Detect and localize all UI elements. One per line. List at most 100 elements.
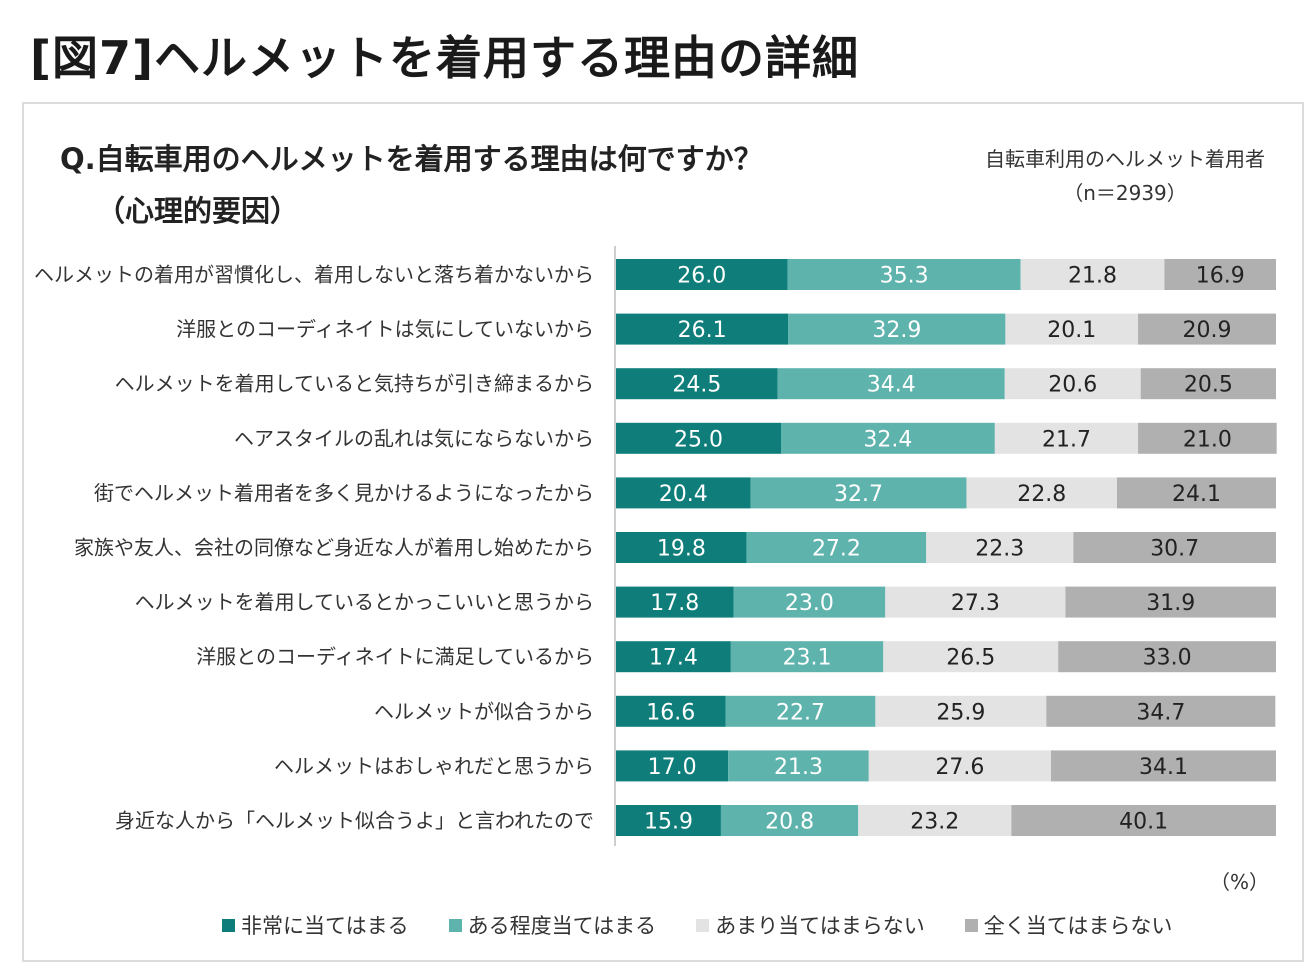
- data-label: 21.7: [1042, 427, 1091, 452]
- data-label: 15.9: [644, 810, 693, 835]
- legend-label: ある程度当てはまる: [467, 914, 657, 938]
- data-label: 24.1: [1172, 482, 1221, 507]
- bar-segment: [616, 477, 751, 509]
- category-label: ヘルメットを着用していると気持ちが引き締まるから: [115, 372, 594, 396]
- bar-segment: [1004, 368, 1141, 400]
- data-label: 32.7: [834, 482, 883, 507]
- data-label: 34.7: [1136, 700, 1185, 725]
- bar-segment: [750, 477, 967, 509]
- data-label: 20.1: [1047, 318, 1096, 343]
- bar-segment: [1020, 259, 1165, 290]
- chart-legend: 非常に当てはまる ある程度当てはまる あまり当てはまらない 全く当てはまらない: [222, 910, 1172, 940]
- bar-segment: [616, 532, 747, 563]
- data-label: 26.5: [946, 646, 995, 671]
- legend-swatch: [448, 918, 462, 932]
- bar-segment: [720, 805, 859, 836]
- legend-label: 非常に当てはまる: [241, 914, 409, 938]
- bar-segment: [616, 368, 778, 400]
- legend-item: 非常に当てはまる: [222, 910, 409, 940]
- category-label: 家族や友人、会社の同僚など身近な人が着用し始めたから: [74, 536, 594, 560]
- data-label: 27.2: [812, 537, 861, 562]
- data-label: 20.6: [1048, 373, 1097, 398]
- category-label: 洋服とのコーディネイトは気にしていないから: [176, 317, 594, 341]
- data-label: 22.8: [1017, 482, 1066, 507]
- bar-segment: [616, 422, 781, 454]
- bar-segment: [875, 695, 1047, 727]
- legend-item: あまり当てはまらない: [696, 910, 925, 940]
- bar-segment: [1116, 477, 1276, 509]
- bar-segment: [616, 805, 721, 836]
- question-text: Q.自転車用のヘルメットを着用する理由は何ですか？: [60, 142, 763, 176]
- bar-segment: [1005, 313, 1139, 345]
- bar-segment: [730, 641, 884, 673]
- bar-segment: [926, 532, 1074, 563]
- category-label: 街でヘルメット着用者を多く見かけるようになったから: [94, 481, 594, 505]
- category-label: 洋服とのコーディネイトに満足しているから: [196, 645, 594, 669]
- data-label: 16.9: [1196, 264, 1245, 289]
- data-label: 27.3: [951, 591, 1000, 616]
- bar-segment: [616, 750, 729, 782]
- data-label: 30.7: [1150, 537, 1199, 562]
- data-label: 20.4: [659, 482, 708, 507]
- bar-segment: [616, 259, 788, 290]
- data-label: 16.6: [646, 700, 695, 725]
- bar-segment: [1046, 695, 1276, 727]
- legend-label: あまり当てはまらない: [715, 914, 925, 938]
- data-label: 17.8: [650, 591, 699, 616]
- unit-label: （%）: [1210, 870, 1270, 894]
- bar-segment: [858, 805, 1012, 836]
- bar-segment: [994, 422, 1139, 454]
- bar-segment: [733, 586, 886, 618]
- bar-segment: [787, 259, 1021, 290]
- data-label: 25.0: [674, 427, 723, 452]
- data-label: 21.3: [774, 755, 823, 780]
- bar-segment: [868, 750, 1051, 782]
- legend-swatch: [964, 918, 978, 932]
- data-label: 25.9: [936, 700, 985, 725]
- data-label: 22.3: [975, 537, 1024, 562]
- data-label: 17.4: [649, 646, 698, 671]
- legend-item: ある程度当てはまる: [448, 910, 657, 940]
- data-label: 33.0: [1143, 646, 1192, 671]
- legend-swatch: [696, 918, 710, 932]
- data-label: 23.2: [910, 810, 959, 835]
- question-subtext: （心理的要因）: [96, 194, 300, 228]
- data-label: 32.4: [863, 427, 912, 452]
- bar-segment: [616, 313, 789, 345]
- bar-segment: [1058, 641, 1276, 673]
- data-label: 20.8: [765, 810, 814, 835]
- category-label: ヘルメットはおしゃれだと思うから: [274, 754, 594, 778]
- bar-segment: [781, 422, 995, 454]
- data-label: 34.1: [1139, 755, 1188, 780]
- data-label: 20.5: [1184, 373, 1233, 398]
- category-label: ヘアスタイルの乱れは気にならないから: [234, 426, 594, 450]
- bar-segment: [1065, 586, 1276, 618]
- data-label: 17.0: [648, 755, 697, 780]
- category-label: ヘルメットを着用しているとかっこいいと思うから: [135, 590, 594, 614]
- bar-segment: [1073, 532, 1276, 563]
- bar-segment: [777, 368, 1005, 400]
- bar-segment: [883, 641, 1059, 673]
- bar-segment: [616, 586, 734, 618]
- figure-title: [図7]ヘルメットを着用する理由の詳細: [30, 31, 860, 85]
- data-label: 40.1: [1119, 810, 1168, 835]
- data-label: 21.0: [1183, 427, 1232, 452]
- data-label: 19.8: [657, 537, 706, 562]
- bar-segment: [885, 586, 1066, 618]
- bar-segment: [1164, 259, 1276, 290]
- data-label: 23.1: [783, 646, 832, 671]
- sample-info: 自転車利用のヘルメット着用者 （n＝2939）: [980, 142, 1270, 210]
- data-label: 31.9: [1146, 591, 1195, 616]
- data-label: 26.0: [677, 264, 726, 289]
- data-label: 34.4: [867, 373, 916, 398]
- bar-segment: [1050, 750, 1276, 782]
- bar-segment: [616, 695, 726, 727]
- sample-description: 自転車利用のヘルメット着用者: [985, 147, 1265, 171]
- data-label: 21.8: [1068, 264, 1117, 289]
- legend-label: 全く当てはまらない: [983, 914, 1173, 938]
- bar-segment: [616, 641, 731, 673]
- bar-segment: [788, 313, 1006, 345]
- category-label: ヘルメットが似合うから: [374, 699, 594, 723]
- bar-segment: [725, 695, 876, 727]
